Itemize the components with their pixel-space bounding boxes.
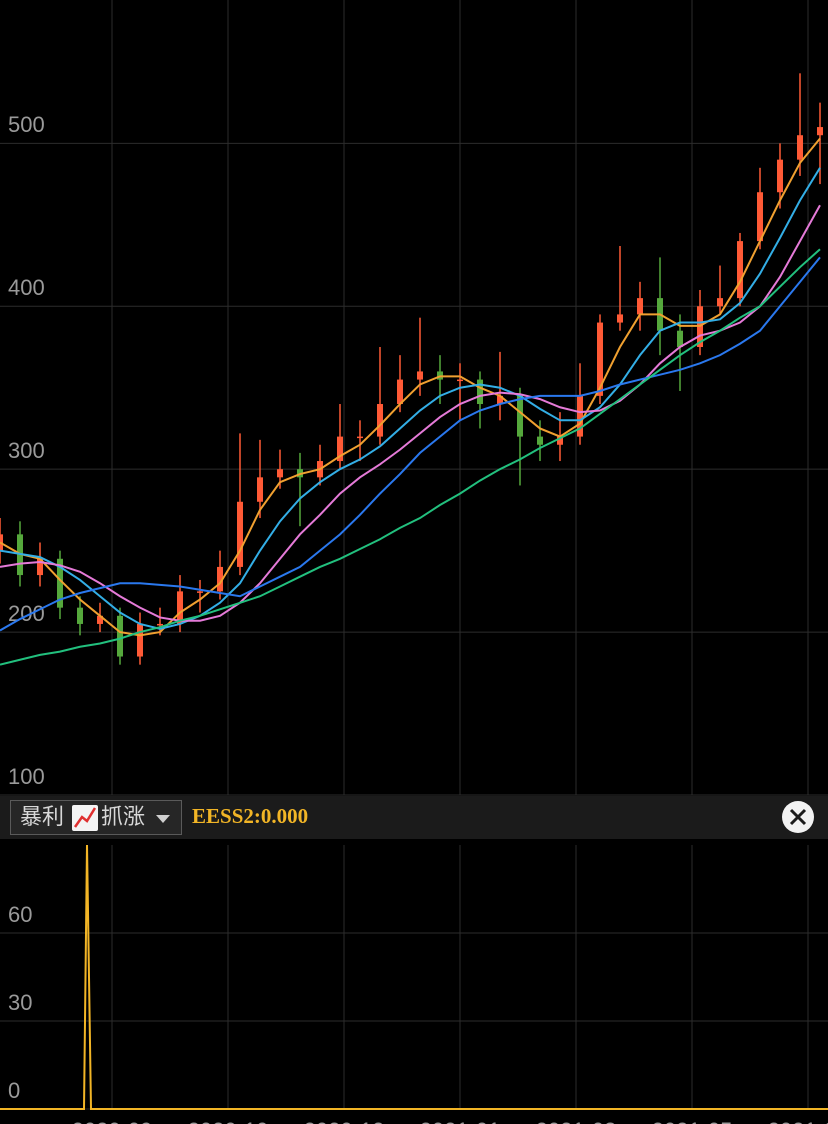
candle-body (277, 469, 283, 478)
candle-body (577, 395, 583, 437)
series-line (0, 248, 821, 666)
candle-body (37, 558, 43, 576)
chart-icon (72, 805, 98, 831)
candle-body (597, 322, 603, 396)
x-tick-label: 2020-10 (188, 1118, 269, 1124)
x-tick-label: 2021-05 (652, 1118, 733, 1124)
y-tick-label: 300 (8, 438, 45, 463)
x-tick-label: 2020-09 (72, 1118, 153, 1124)
series-line (0, 167, 821, 630)
close-button[interactable] (782, 801, 814, 833)
x-tick-label: 2021-07 (768, 1118, 828, 1124)
indicator-name-right: 抓涨 (101, 805, 145, 830)
y-tick-label: 400 (8, 275, 45, 300)
candle-body (457, 379, 463, 382)
candle-body (537, 436, 543, 445)
candle-body (617, 314, 623, 323)
candle-body (137, 623, 143, 657)
candle-body (237, 501, 243, 567)
y-tick-label: 60 (8, 902, 32, 927)
candle-body (77, 607, 83, 624)
candle-body (717, 298, 723, 307)
candle-body (57, 558, 63, 608)
candle-body (797, 135, 803, 160)
candle-body (677, 330, 683, 347)
series-line (0, 256, 821, 632)
candle-body (397, 379, 403, 405)
x-tick-label: 2021-01 (420, 1118, 501, 1124)
candle-body (417, 371, 423, 380)
candle-body (257, 477, 263, 502)
candle-body (477, 379, 483, 405)
candle-body (557, 436, 563, 445)
y-tick-label: 100 (8, 764, 45, 789)
candle-body (197, 591, 203, 593)
candle-body (637, 298, 643, 315)
candle-body (217, 566, 223, 592)
candle-body (777, 159, 783, 193)
x-tick-label: 2021-03 (536, 1118, 617, 1124)
y-tick-label: 500 (8, 112, 45, 137)
candle-body (337, 436, 343, 462)
candle-body (357, 436, 363, 439)
candle-body (737, 241, 743, 299)
candle-body (97, 615, 103, 624)
candle-body (517, 395, 523, 437)
indicator-name-left: 暴利 (20, 805, 64, 830)
x-tick-label: 2020-12 (304, 1118, 385, 1124)
series-line (0, 844, 828, 1110)
y-tick-label: 30 (8, 990, 32, 1015)
marks-layer: 100200300400500030602020-092020-102020-1… (0, 73, 828, 1124)
series-line (0, 204, 821, 622)
series-line (0, 137, 821, 637)
candle-body (177, 591, 183, 624)
series-legend: EESS2:0.000 (192, 804, 308, 828)
candle-body (117, 615, 123, 657)
y-tick-label: 0 (8, 1078, 20, 1103)
dropdown-arrow (156, 815, 170, 823)
candle-body (497, 395, 503, 405)
candle-body (817, 127, 823, 136)
candle-body (377, 404, 383, 437)
candle-body (757, 192, 763, 242)
candle-body (157, 623, 163, 626)
